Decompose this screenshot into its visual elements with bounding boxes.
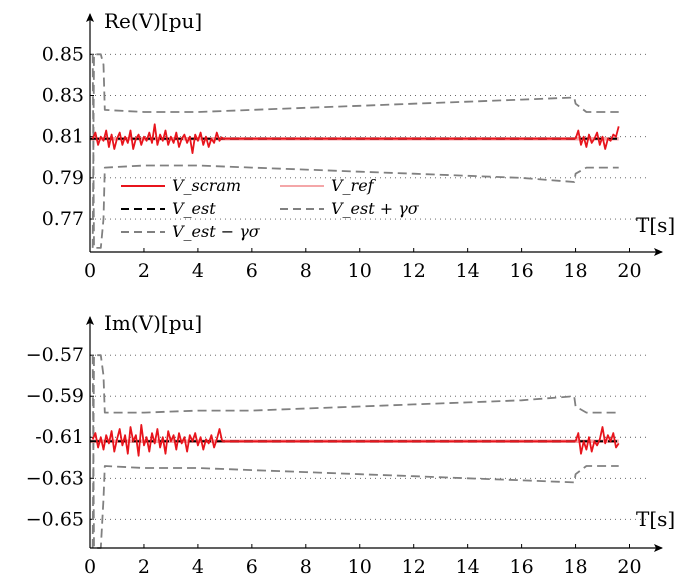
x-tick-label: 4 (192, 260, 204, 282)
x-tick-label: 6 (246, 556, 258, 578)
y-tick-label: -0.61 (35, 426, 84, 448)
x-tick-label: 16 (510, 260, 534, 282)
legend-label-v-est: V_est (172, 199, 216, 218)
x-tick-label: 2 (138, 260, 150, 282)
series-line-v-scram (574, 126, 620, 150)
x-tick-label: 2 (138, 556, 150, 578)
x-tick-label: 12 (402, 260, 426, 282)
series-line-v-est-minus-gamma-minus-sigma (91, 355, 619, 549)
x-tick-label: 8 (300, 260, 312, 282)
y-axis-label: Im(V)[pu] (104, 311, 202, 335)
y-tick-label: 0.83 (42, 84, 84, 106)
series-line-v-est-plus-gamma-minus-sigma (91, 53, 619, 248)
x-tick-label: 6 (246, 260, 258, 282)
x-tick-label: 0 (84, 260, 96, 282)
y-tick-label: 0.77 (42, 208, 84, 230)
x-tick-label: 0 (84, 556, 96, 578)
legend-label-v-est-plus: V_est + γσ (331, 199, 420, 218)
y-tick-label: −0.59 (26, 385, 84, 407)
x-tick-label: 10 (348, 556, 372, 578)
y-tick-label: 0.85 (42, 43, 84, 65)
x-tick-label: 20 (617, 556, 641, 578)
x-tick-label: 20 (617, 260, 641, 282)
x-tick-label: 16 (510, 556, 534, 578)
x-tick-label: 12 (402, 556, 426, 578)
chart-re-v: Re(V)[pu] T[s] 0.85 0.83 0.81 0.79 0.77 0 2 4 6 8… (42, 9, 676, 282)
x-tick-label: 18 (563, 556, 587, 578)
x-tick-label: 14 (456, 260, 480, 282)
legend-label-v-scram: V_scram (172, 176, 241, 195)
x-tick-label: 8 (300, 556, 312, 578)
x-tick-label: 18 (563, 260, 587, 282)
chart-im-v: Im(V)[pu] T[s] −0.57 −0.59 -0.61 −0.63 −0.65… (26, 311, 675, 578)
legend-label-v-est-minus: V_est − γσ (172, 222, 261, 241)
x-tick-label: 14 (456, 556, 480, 578)
series-line-v-scram (574, 426, 620, 455)
series-line-v-est-minus-gamma-minus-sigma (91, 54, 619, 249)
series-line-v-est-plus-gamma-minus-sigma (91, 354, 619, 549)
y-axis-label: Re(V)[pu] (104, 9, 202, 33)
x-tick-label: 10 (348, 260, 372, 282)
y-tick-label: −0.63 (26, 467, 84, 489)
x-axis-label: T[s] (636, 213, 675, 237)
y-tick-label: −0.65 (26, 508, 84, 530)
series-line-v-scram (91, 123, 223, 155)
legend: V_scram V_ref V_est V_est + γσ V_est − γ… (121, 176, 420, 241)
legend-label-v-ref: V_ref (331, 176, 377, 195)
x-tick-label: 4 (192, 556, 204, 578)
x-axis-label: T[s] (636, 507, 675, 531)
y-tick-label: 0.79 (42, 167, 84, 189)
series-line-v-scram (91, 423, 224, 457)
y-tick-label: 0.81 (42, 126, 84, 148)
y-tick-label: −0.57 (26, 344, 84, 366)
